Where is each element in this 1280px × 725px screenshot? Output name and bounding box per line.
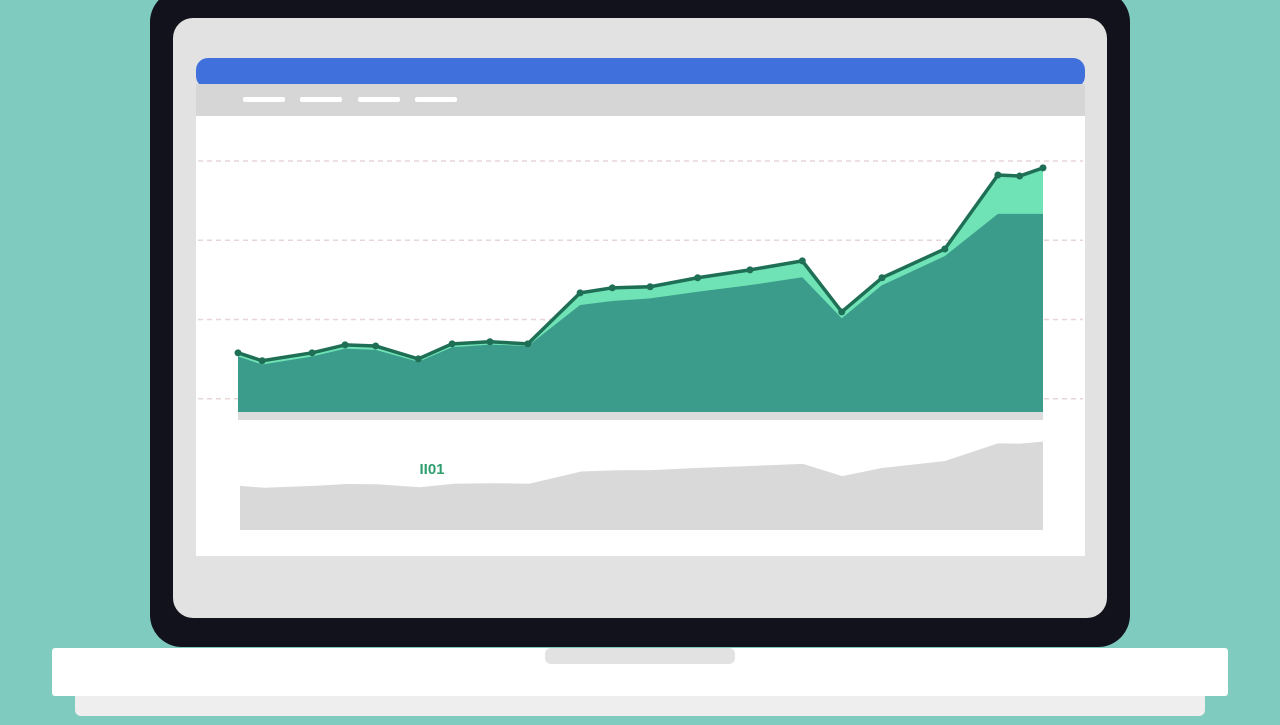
marker (524, 340, 532, 348)
tab-strip (196, 84, 1085, 116)
annotation: II01 (419, 461, 444, 478)
laptop-base (52, 648, 1228, 696)
marker (258, 357, 266, 365)
marker (646, 283, 654, 291)
chart-baseline (238, 412, 1043, 420)
marker (1039, 164, 1047, 172)
marker (486, 338, 494, 346)
marker (878, 274, 886, 282)
marker (694, 274, 702, 282)
tab (415, 97, 457, 102)
marker (941, 245, 949, 253)
marker (994, 171, 1002, 179)
marker (414, 355, 422, 363)
overview-area (240, 441, 1043, 530)
marker (746, 266, 754, 274)
marker (372, 342, 380, 350)
marker (576, 289, 584, 297)
tab (300, 97, 342, 102)
laptop-base-shadow (75, 690, 1205, 716)
marker (838, 308, 846, 316)
marker (1016, 172, 1024, 180)
marker (798, 257, 806, 265)
marker (448, 340, 456, 348)
laptop-notch (545, 648, 735, 664)
tab (243, 97, 285, 102)
marker (608, 284, 616, 292)
marker (341, 341, 349, 349)
browser-bar (196, 58, 1085, 88)
marker (234, 349, 242, 357)
tab (358, 97, 400, 102)
area (238, 213, 1043, 412)
marker (308, 349, 316, 357)
